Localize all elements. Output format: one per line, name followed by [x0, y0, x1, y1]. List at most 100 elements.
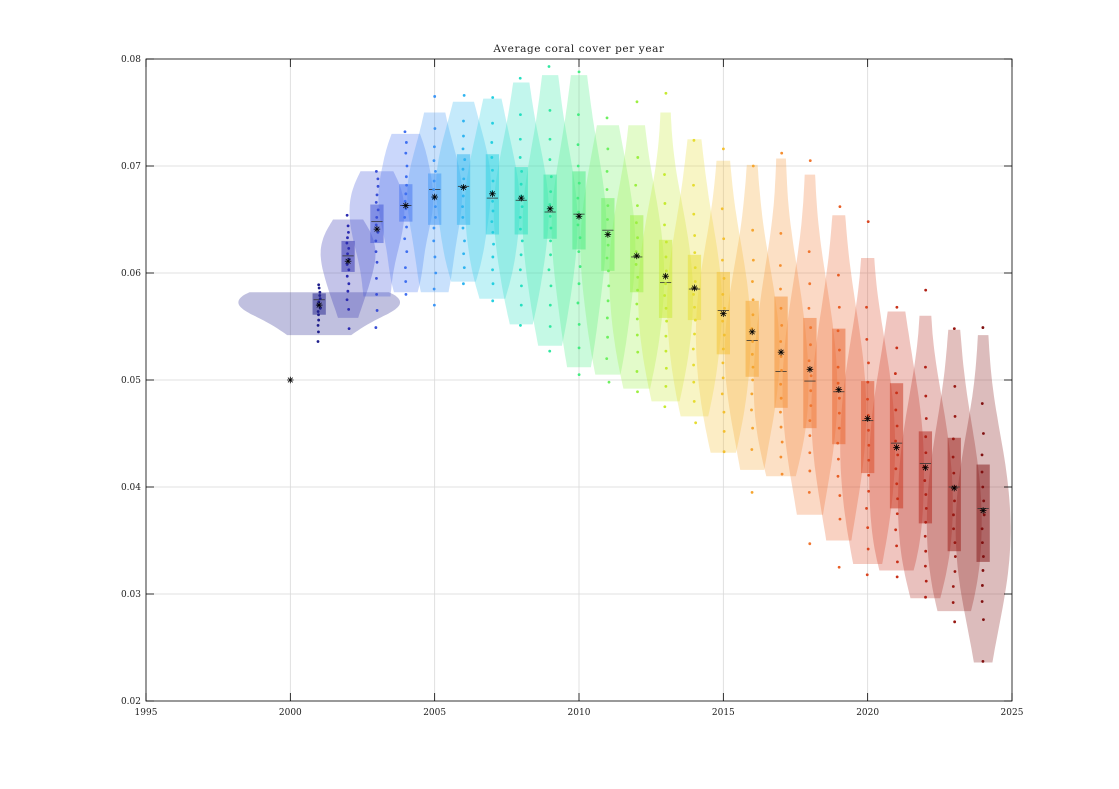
data-point-2009 [547, 65, 551, 68]
data-point-2003 [374, 223, 378, 227]
data-point-2024 [981, 326, 985, 329]
data-point-2024 [981, 485, 985, 489]
x-tick-label: 2005 [423, 708, 446, 718]
data-point-2001 [318, 306, 322, 310]
data-point-2004 [404, 192, 408, 196]
data-point-2014 [692, 380, 696, 384]
data-point-2017 [780, 472, 784, 476]
data-point-2011 [607, 284, 611, 288]
mean-marker-2014 [691, 284, 698, 292]
data-point-2010 [578, 265, 582, 268]
data-point-2021 [895, 482, 899, 486]
mean-marker-2024 [979, 507, 987, 514]
data-point-2023 [952, 513, 955, 517]
data-point-2012 [635, 333, 639, 337]
data-point-2004 [404, 175, 408, 179]
data-point-2012 [635, 370, 639, 373]
data-point-2015 [722, 429, 726, 433]
data-point-2024 [982, 432, 985, 435]
mean-marker-2017 [777, 348, 785, 356]
data-point-2009 [548, 349, 552, 353]
data-point-2017 [779, 232, 783, 235]
data-point-2014 [693, 234, 697, 237]
data-point-2005 [433, 127, 437, 130]
data-point-2014 [692, 212, 696, 216]
data-point-2017 [780, 151, 784, 155]
data-point-2023 [953, 620, 957, 624]
data-point-2006 [462, 93, 466, 97]
data-point-2024 [980, 470, 984, 474]
data-point-2013 [664, 269, 668, 273]
data-point-2024 [980, 584, 984, 587]
data-point-2023 [951, 455, 955, 459]
data-point-2010 [576, 143, 580, 147]
data-point-2014 [692, 293, 695, 296]
data-point-2005 [432, 179, 436, 183]
mean-marker-2021 [893, 444, 900, 451]
data-point-2023 [952, 471, 956, 475]
data-point-2016 [750, 392, 754, 396]
data-point-2016 [750, 490, 754, 494]
data-point-2018 [808, 542, 812, 546]
data-point-2008 [518, 137, 522, 141]
data-point-2024 [980, 527, 984, 531]
data-point-2021 [894, 408, 898, 412]
data-point-2003 [374, 239, 378, 243]
data-point-2021 [893, 372, 897, 375]
data-point-2021 [895, 544, 898, 548]
data-point-2001 [318, 290, 322, 294]
data-point-2005 [432, 159, 436, 163]
data-point-2010 [578, 236, 582, 240]
data-point-2023 [951, 585, 955, 588]
data-point-2008 [519, 182, 523, 186]
data-point-2021 [895, 346, 899, 350]
data-point-2003 [376, 184, 380, 188]
data-point-2024 [982, 513, 986, 517]
data-point-2009 [549, 190, 553, 194]
data-point-2014 [693, 280, 697, 283]
mean-marker-2011 [604, 231, 612, 238]
data-point-2007 [490, 156, 494, 159]
data-point-2010 [577, 70, 581, 74]
data-point-2002 [345, 274, 349, 278]
data-point-2011 [606, 335, 609, 339]
data-point-2024 [980, 600, 984, 603]
y-tick-label: 0.03 [121, 590, 141, 600]
y-tick-label: 0.05 [121, 376, 141, 386]
mean-marker-2020 [864, 415, 871, 422]
data-point-2020 [867, 428, 870, 432]
data-point-2017 [779, 287, 782, 291]
data-point-2019 [837, 396, 841, 400]
data-point-2023 [953, 541, 957, 545]
data-point-2001 [316, 324, 320, 327]
data-point-2012 [634, 263, 638, 266]
data-point-2006 [461, 205, 464, 209]
data-point-2013 [664, 240, 668, 244]
data-point-2018 [809, 404, 813, 408]
data-point-2011 [605, 256, 609, 260]
data-point-2015 [721, 319, 725, 323]
data-point-2015 [722, 450, 726, 454]
data-point-2004 [404, 266, 407, 270]
data-point-2020 [865, 337, 869, 341]
data-point-2008 [519, 227, 522, 231]
data-point-2019 [838, 494, 842, 497]
data-point-2003 [375, 276, 378, 280]
box-2020 [861, 381, 875, 474]
data-point-2024 [981, 541, 984, 545]
data-point-2012 [636, 350, 640, 354]
data-point-2003 [375, 293, 379, 296]
data-point-2006 [463, 158, 467, 161]
data-point-2017 [779, 425, 783, 429]
data-point-2003 [376, 177, 380, 181]
data-point-2012 [634, 250, 638, 254]
data-point-2020 [865, 507, 868, 510]
data-point-2003 [374, 326, 378, 329]
data-point-2017 [778, 264, 782, 267]
data-point-2024 [982, 555, 985, 558]
data-point-2018 [809, 389, 813, 393]
data-point-2018 [808, 469, 812, 473]
data-point-2008 [520, 205, 524, 209]
data-point-2002 [345, 213, 349, 217]
